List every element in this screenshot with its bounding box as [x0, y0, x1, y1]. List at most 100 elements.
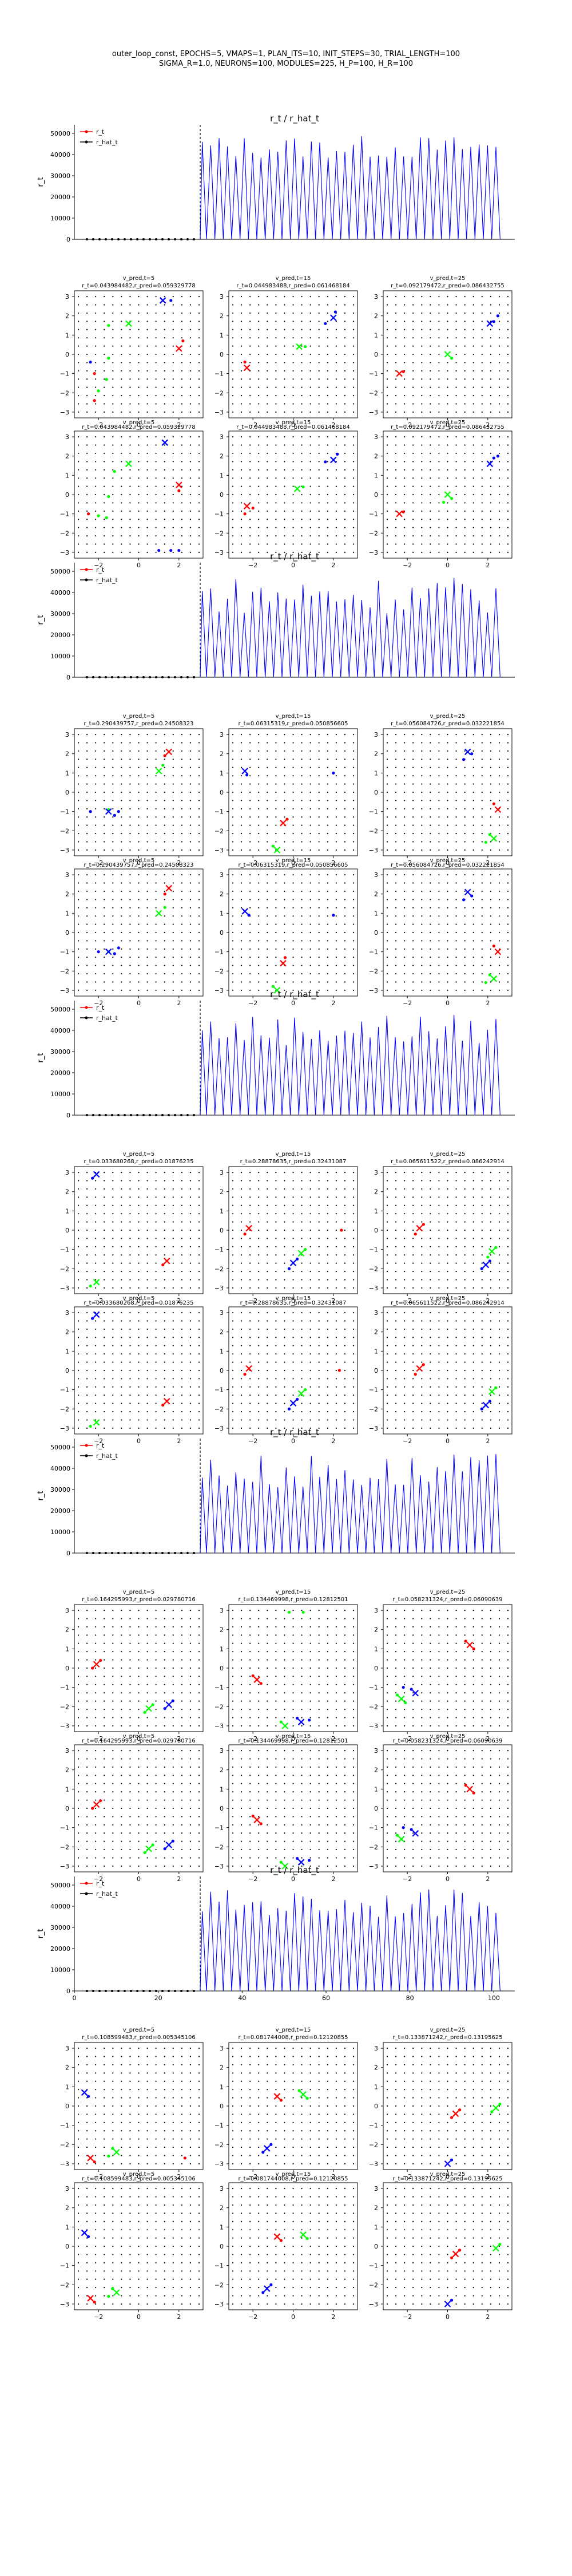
- lattice-dot: [498, 923, 500, 925]
- lattice-dot: [464, 1411, 466, 1413]
- lattice-dot: [232, 436, 234, 438]
- lattice-dot: [104, 1204, 105, 1206]
- lattice-dot: [275, 931, 277, 934]
- lattice-dot: [301, 444, 303, 446]
- lattice-dot: [490, 940, 491, 942]
- lattice-dot: [232, 767, 234, 768]
- y-tick-label: 2: [220, 313, 224, 320]
- x-tick-label: 0: [446, 859, 450, 867]
- lattice-dot: [77, 1386, 80, 1388]
- blue-point: [97, 950, 100, 954]
- lattice-dot: [352, 304, 355, 306]
- lattice-dot: [447, 1369, 448, 1372]
- lattice-dot: [404, 1353, 406, 1355]
- lattice-dot: [412, 370, 414, 372]
- lattice-dot: [112, 370, 114, 372]
- lattice-dot: [112, 485, 114, 487]
- lattice-dot: [138, 345, 140, 347]
- lattice-dot: [507, 1311, 509, 1314]
- lattice-dot: [404, 1270, 406, 1273]
- lattice-dot: [146, 783, 148, 785]
- baseline-marker: [86, 1114, 88, 1116]
- lattice-dot: [267, 337, 268, 339]
- lattice-dot: [240, 378, 243, 380]
- lattice-dot: [327, 758, 328, 760]
- lattice-dot: [507, 535, 509, 537]
- lattice-dot: [472, 841, 474, 843]
- lattice-dot: [327, 436, 328, 438]
- lattice-dot: [472, 989, 474, 991]
- lattice-dot: [507, 1279, 509, 1281]
- lattice-dot: [138, 1246, 140, 1247]
- lattice-dot: [121, 1204, 122, 1206]
- lattice-dot: [404, 469, 406, 471]
- lattice-dot: [335, 783, 337, 785]
- lattice-dot: [490, 816, 491, 818]
- lattice-dot: [232, 403, 234, 405]
- lattice-dot: [386, 493, 388, 496]
- baseline-marker: [155, 1114, 157, 1116]
- lattice-dot: [490, 923, 491, 925]
- lattice-dot: [275, 551, 277, 554]
- lattice-dot: [275, 1345, 277, 1346]
- baseline-marker: [142, 238, 145, 240]
- lattice-dot: [129, 1609, 131, 1611]
- lattice-dot: [104, 1254, 105, 1256]
- lattice-dot: [335, 791, 337, 793]
- lattice-dot: [155, 1684, 157, 1685]
- lattice-dot: [352, 750, 355, 752]
- x-tick-label: 0: [137, 421, 141, 429]
- lattice-dot: [275, 733, 277, 736]
- lattice-dot: [172, 444, 174, 446]
- y-tick-label: −2: [214, 389, 224, 397]
- lattice-dot: [404, 1238, 406, 1239]
- lattice-dot: [292, 750, 294, 752]
- lattice-dot: [472, 394, 474, 397]
- lattice-dot: [77, 386, 80, 388]
- lattice-dot: [104, 1171, 105, 1174]
- lattice-dot: [198, 1337, 200, 1338]
- lattice-dot: [481, 1287, 483, 1289]
- lattice-dot: [129, 1642, 131, 1644]
- lattice-dot: [121, 321, 122, 322]
- grid-title: v_pred,t=15: [276, 275, 311, 282]
- lattice-dot: [189, 791, 192, 793]
- lattice-dot: [386, 824, 388, 826]
- lattice-dot: [129, 733, 131, 736]
- lattice-dot: [146, 816, 148, 818]
- lattice-dot: [421, 394, 423, 397]
- lattice-dot: [189, 519, 192, 520]
- red-point: [243, 1373, 247, 1376]
- lattice-dot: [249, 1411, 251, 1413]
- lattice-dot: [335, 1213, 337, 1215]
- lattice-dot: [275, 899, 277, 900]
- lattice-dot: [447, 469, 448, 471]
- lattice-dot: [146, 527, 148, 528]
- lattice-dot: [164, 832, 165, 835]
- lattice-dot: [129, 758, 131, 760]
- lattice-dot: [249, 1419, 251, 1421]
- lattice-dot: [258, 981, 260, 983]
- lattice-dot: [138, 1188, 140, 1190]
- lattice-dot: [249, 1213, 251, 1215]
- blue-point: [332, 914, 335, 917]
- lattice-dot: [77, 1642, 80, 1644]
- lattice-dot: [447, 436, 448, 438]
- lattice-dot: [481, 321, 483, 322]
- lattice-dot: [267, 816, 268, 818]
- lattice-dot: [146, 312, 148, 314]
- lattice-dot: [404, 907, 406, 908]
- lattice-dot: [318, 394, 320, 397]
- lattice-dot: [447, 841, 448, 843]
- lattice-dot: [189, 1320, 192, 1322]
- lattice-dot: [86, 452, 88, 455]
- lattice-dot: [86, 1692, 88, 1694]
- lattice-dot: [438, 981, 440, 983]
- lattice-dot: [284, 403, 285, 405]
- lattice-dot: [430, 1337, 431, 1338]
- baseline-marker: [105, 676, 107, 678]
- lattice-dot: [404, 362, 406, 364]
- lattice-dot: [386, 403, 388, 405]
- lattice-dot: [138, 957, 140, 958]
- lattice-dot: [129, 890, 131, 892]
